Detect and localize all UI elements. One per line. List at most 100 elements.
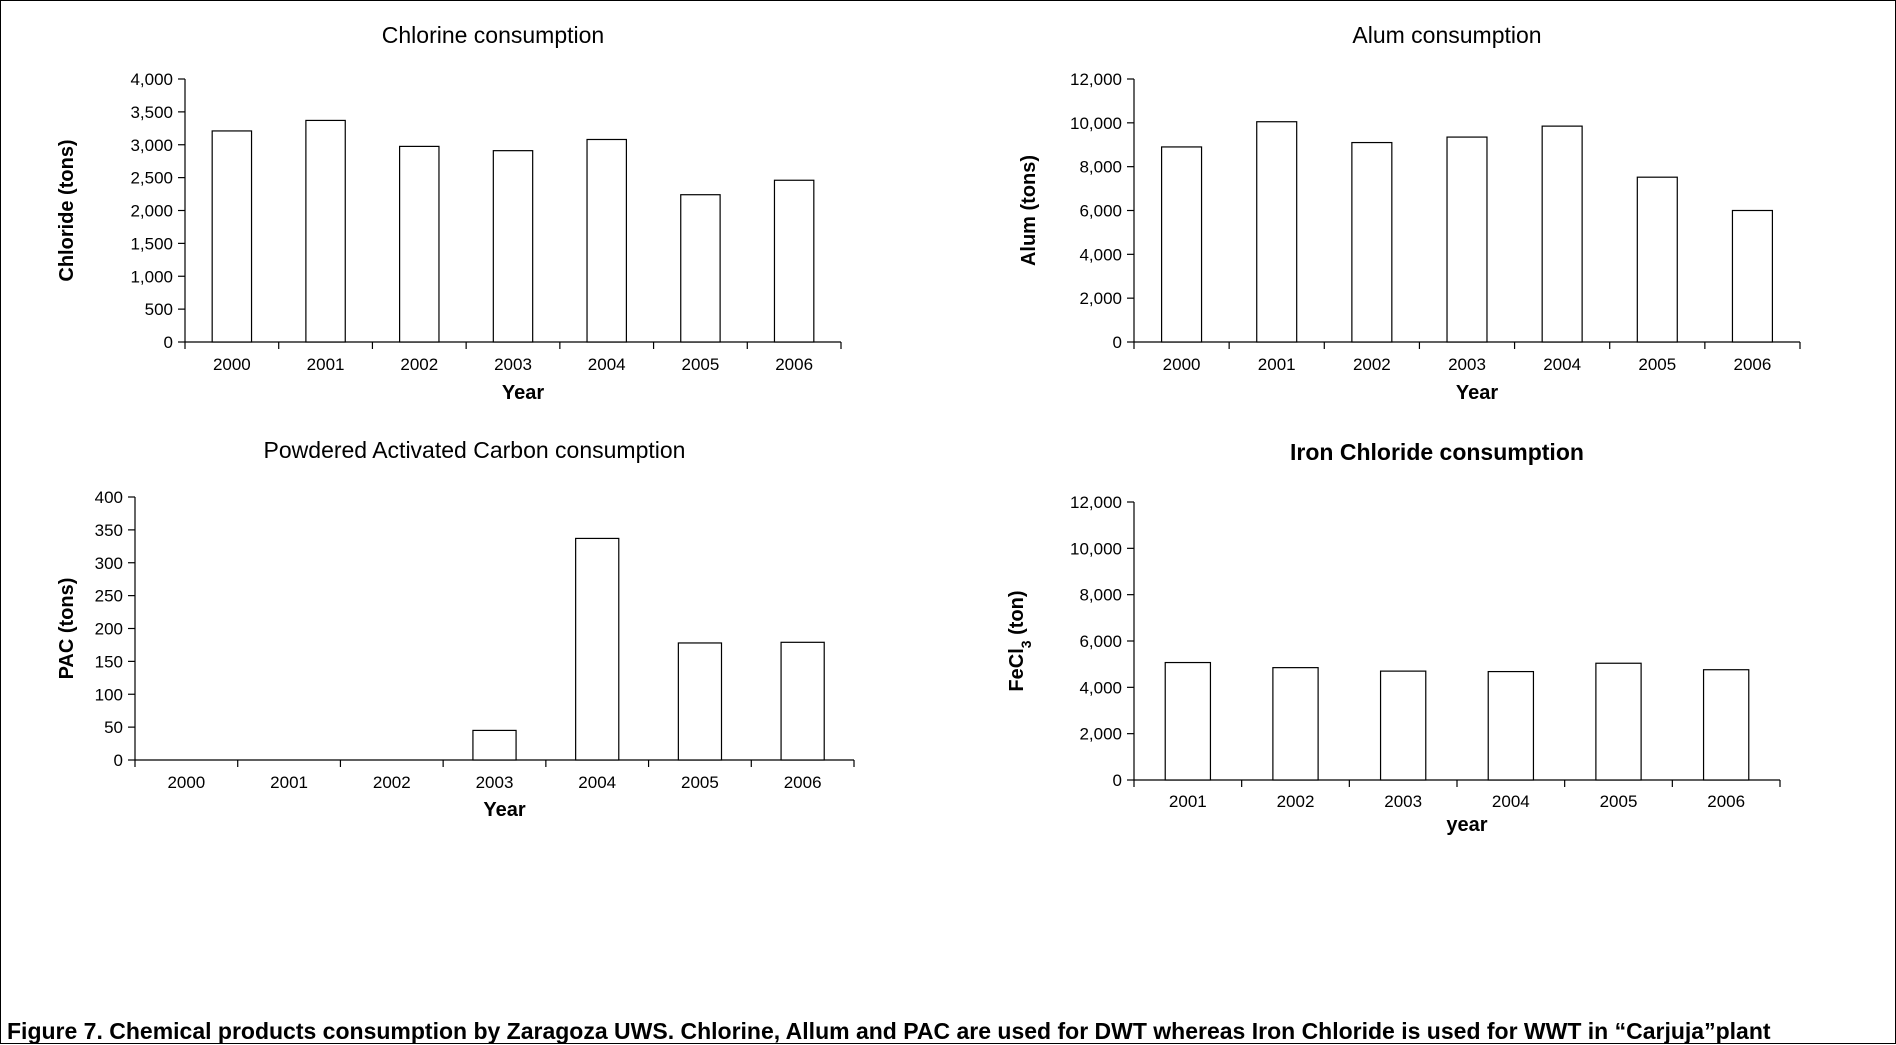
x-tick-label: 2001 <box>1258 355 1296 374</box>
x-axis-label: Year <box>502 382 544 404</box>
x-tick-label: 2002 <box>1353 355 1391 374</box>
x-tick-label: 2001 <box>307 355 345 374</box>
bar-2001 <box>1164 661 1212 781</box>
y-tick-label: 12,000 <box>1070 493 1122 512</box>
y-tick-label: 500 <box>145 300 173 319</box>
bar-2006 <box>1702 669 1750 781</box>
bar-2002 <box>1351 141 1393 343</box>
bar-2001 <box>305 119 346 343</box>
alum-consumption-chart: Alum consumption 0 2,000 4,000 6,000 8,000 10,… <box>1018 22 1801 404</box>
x-tick-label: 2003 <box>476 773 514 792</box>
x-tick-label: 2002 <box>400 355 438 374</box>
y-tick-label: 10,000 <box>1070 539 1122 558</box>
x-tick-label: 2001 <box>1169 792 1207 811</box>
iron-chloride-consumption-chart: Iron Chloride consumption 0 2,000 4,000 6,00… <box>1006 439 1781 836</box>
bar-2003 <box>1379 670 1427 781</box>
bar-2001 <box>1256 121 1298 343</box>
bar-2003 <box>472 729 517 761</box>
x-tick-label: 2005 <box>1600 792 1638 811</box>
bar-2006 <box>773 179 815 343</box>
y-tick-label: 2,000 <box>1079 289 1122 308</box>
y-tick-label: 1,000 <box>130 267 173 286</box>
bar-2002 <box>399 145 440 343</box>
y-tick-label: 4,000 <box>130 70 173 89</box>
bar-2000 <box>211 130 253 343</box>
y-tick-label: 1,500 <box>130 234 173 253</box>
figure-caption: Figure 7. Chemical products consumption … <box>7 1018 1771 1044</box>
y-tick-label: 150 <box>95 652 123 671</box>
y-tick-label: 250 <box>95 587 123 606</box>
y-tick-label: 300 <box>95 554 123 573</box>
y-tick-label: 0 <box>114 751 123 770</box>
y-axis-label: FeCl3 (ton) <box>1006 590 1034 691</box>
y-tick-label: 50 <box>104 718 123 737</box>
y-tick-label: 100 <box>95 685 123 704</box>
y-axis-label: Alum (tons) <box>1018 155 1040 266</box>
pac-consumption-chart: Powdered Activated Carbon consumption 0 50… <box>56 437 855 821</box>
x-tick-label: 2005 <box>681 773 719 792</box>
y-tick-label: 12,000 <box>1070 70 1122 89</box>
bar-2005 <box>677 642 723 761</box>
y-tick-label: 2,500 <box>130 169 173 188</box>
chart-title: Chlorine consumption <box>382 22 604 48</box>
x-tick-label: 2004 <box>578 773 616 792</box>
bar-2004 <box>575 537 620 761</box>
bar-2006 <box>1731 209 1774 343</box>
x-tick-label: 2002 <box>1277 792 1315 811</box>
y-tick-label: 200 <box>95 620 123 639</box>
bar-2000 <box>1160 146 1203 343</box>
x-tick-label: 2004 <box>588 355 626 374</box>
y-axis-label-part: FeCl <box>1006 648 1028 691</box>
x-tick-label: 2003 <box>1448 355 1486 374</box>
bar-2003 <box>492 150 534 343</box>
y-axis-label-subscript: 3 <box>1018 640 1034 648</box>
y-axis-label: PAC (tons) <box>56 578 78 680</box>
y-tick-label: 10,000 <box>1070 114 1122 133</box>
y-tick-label: 2,000 <box>1079 725 1122 744</box>
y-axis-label: Chloride (tons) <box>56 139 78 281</box>
bar-2005 <box>1636 176 1678 343</box>
bar-2004 <box>586 138 627 343</box>
x-axis-label: Year <box>483 799 525 821</box>
y-tick-label: 6,000 <box>1079 202 1122 221</box>
x-tick-label: 2006 <box>784 773 822 792</box>
x-tick-label: 2002 <box>373 773 411 792</box>
x-tick-label: 2000 <box>167 773 205 792</box>
x-tick-label: 2006 <box>1734 355 1772 374</box>
y-tick-label: 8,000 <box>1079 586 1122 605</box>
x-tick-label: 2000 <box>213 355 251 374</box>
x-tick-label: 2005 <box>682 355 720 374</box>
x-axis-label: year <box>1446 814 1487 836</box>
bar-2006 <box>780 641 825 761</box>
x-tick-label: 2004 <box>1492 792 1530 811</box>
y-tick-label: 4,000 <box>1079 245 1122 264</box>
bar-2004 <box>1487 670 1535 781</box>
y-tick-label: 0 <box>1113 771 1122 790</box>
x-tick-label: 2001 <box>270 773 308 792</box>
y-axis-label-part: (ton) <box>1006 590 1028 640</box>
y-tick-label: 6,000 <box>1079 632 1122 651</box>
bar-2003 <box>1446 136 1488 343</box>
x-tick-label: 2004 <box>1543 355 1581 374</box>
bar-2002 <box>1272 667 1319 781</box>
y-tick-label: 3,000 <box>130 136 173 155</box>
x-tick-label: 2006 <box>1707 792 1745 811</box>
y-tick-label: 3,500 <box>130 103 173 122</box>
x-tick-label: 2003 <box>1384 792 1422 811</box>
chlorine-consumption-chart: Chlorine consumption 0 500 1,000 1,500 2,000 2… <box>56 22 842 404</box>
bar-2004 <box>1541 125 1583 343</box>
chart-title: Powdered Activated Carbon consumption <box>264 437 686 463</box>
x-tick-label: 2006 <box>775 355 813 374</box>
chart-title: Alum consumption <box>1352 22 1541 48</box>
x-tick-label: 2003 <box>494 355 532 374</box>
chart-title: Iron Chloride consumption <box>1290 439 1584 465</box>
y-tick-label: 0 <box>1113 333 1122 352</box>
bar-2005 <box>1595 662 1642 781</box>
y-tick-label: 4,000 <box>1079 678 1122 697</box>
y-tick-label: 8,000 <box>1079 158 1122 177</box>
bar-2005 <box>680 194 721 343</box>
x-tick-label: 2005 <box>1638 355 1676 374</box>
y-tick-label: 350 <box>95 521 123 540</box>
x-axis-label: Year <box>1456 382 1498 404</box>
